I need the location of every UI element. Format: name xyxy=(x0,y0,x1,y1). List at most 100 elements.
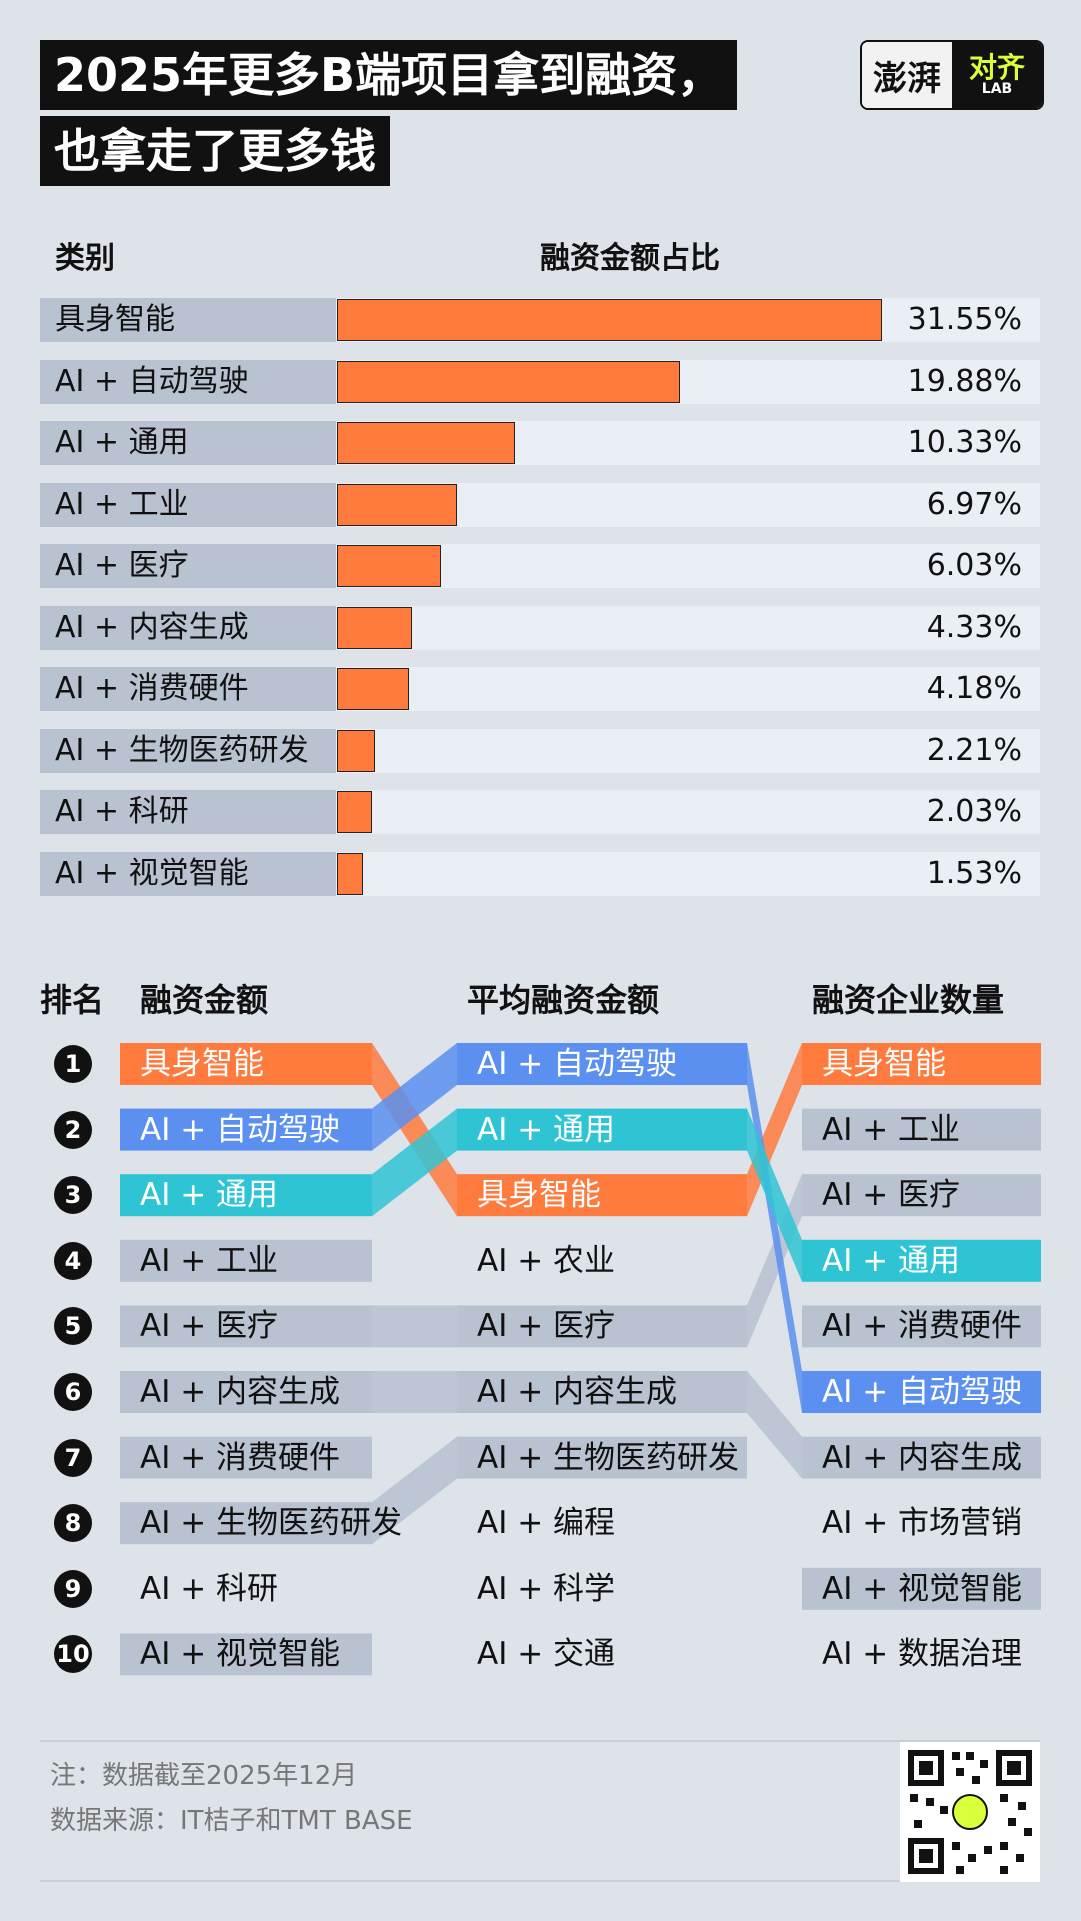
bar-category-bg xyxy=(40,421,336,465)
flow-segment xyxy=(120,1633,372,1676)
rank-entry: AI + 工业 xyxy=(822,1111,961,1148)
bar-header-category: 类别 xyxy=(55,241,115,276)
bar-category-bg xyxy=(40,606,336,650)
bar xyxy=(337,730,375,772)
flow-segment xyxy=(802,1305,1041,1348)
bar-category-label: AI + 科研 xyxy=(55,794,189,829)
bar xyxy=(337,299,882,341)
flow-ribbon xyxy=(747,1371,802,1479)
bar-category-label: AI + 消费硬件 xyxy=(55,671,249,706)
flow-segment xyxy=(802,1239,1041,1282)
bar-category-bg xyxy=(40,790,336,834)
logo-right-top: 对齐 xyxy=(968,51,1025,84)
divider-top xyxy=(40,1740,1040,1742)
bar-category-bg xyxy=(40,544,336,588)
rank-entry: AI + 医疗 xyxy=(477,1308,616,1345)
rank-entry: AI + 科研 xyxy=(140,1570,279,1607)
bar xyxy=(337,361,680,403)
bar xyxy=(337,422,515,464)
rank-entry: AI + 自动驾驶 xyxy=(822,1374,1023,1410)
rank-entry: AI + 农业 xyxy=(477,1242,616,1279)
rank-entry: AI + 视觉智能 xyxy=(822,1570,1023,1607)
source-text: 数据来源：IT桔子和TMT BASE xyxy=(50,1806,413,1836)
flow-segment xyxy=(802,1043,1041,1085)
rank-entry: 具身智能 xyxy=(477,1177,601,1214)
rank-entry: AI + 医疗 xyxy=(822,1177,961,1214)
flow-segment xyxy=(120,1043,372,1085)
bar xyxy=(337,668,409,710)
bar-category-label: AI + 自动驾驶 xyxy=(55,364,249,399)
bar xyxy=(337,791,372,833)
flow-ribbon xyxy=(372,1305,457,1348)
bar-value-label: 1.53% xyxy=(926,856,1022,891)
bar xyxy=(337,484,457,526)
rank-header-amount: 融资金额 xyxy=(140,981,269,1019)
divider-bottom xyxy=(40,1880,1040,1882)
rank-entry: AI + 生物医药研发 xyxy=(477,1439,740,1476)
flow-segment xyxy=(120,1239,372,1282)
title-line-2: 也拿走了更多钱 xyxy=(40,116,390,186)
rank-number: 2 xyxy=(54,1110,92,1149)
flow-ribbon xyxy=(372,1043,457,1151)
flow-segment xyxy=(802,1567,1041,1610)
bar-value-label: 31.55% xyxy=(907,302,1022,337)
note-text: 注：数据截至2025年12月 xyxy=(50,1761,358,1791)
bar-value-label: 4.18% xyxy=(926,671,1022,706)
rank-header-count: 融资企业数量 xyxy=(812,981,1005,1019)
bar-value-label: 2.03% xyxy=(926,794,1022,829)
flow-segment xyxy=(457,1043,747,1085)
flow-ribbon xyxy=(747,1043,802,1413)
flow-segment xyxy=(802,1108,1041,1151)
flow-segment xyxy=(120,1436,372,1479)
title-line-1: 2025年更多B端项目拿到融资， xyxy=(40,40,738,110)
rank-entry: AI + 通用 xyxy=(140,1177,279,1214)
logo-left: 澎湃 xyxy=(862,42,952,108)
flow-ribbon xyxy=(372,1436,457,1545)
flow-ribbon xyxy=(372,1043,457,1217)
bar-value-label: 2.21% xyxy=(926,733,1022,768)
bar-category-bg xyxy=(40,852,336,896)
flow-segment xyxy=(457,1436,747,1479)
flow-segment xyxy=(457,1305,747,1348)
rank-entry: AI + 消费硬件 xyxy=(140,1439,341,1476)
flow-segment xyxy=(802,1371,1041,1413)
qr-code-icon xyxy=(900,1742,1040,1882)
rank-number: 8 xyxy=(54,1504,92,1543)
rank-entry: AI + 生物医药研发 xyxy=(140,1505,403,1542)
bar-category-bg xyxy=(40,729,336,773)
rank-number: 4 xyxy=(54,1241,92,1280)
bar-category-label: 具身智能 xyxy=(55,302,175,337)
bar-value-label: 6.03% xyxy=(926,548,1022,583)
flow-segment xyxy=(457,1108,747,1151)
rank-entry: AI + 内容生成 xyxy=(477,1374,678,1410)
bar-category-label: AI + 视觉智能 xyxy=(55,856,249,891)
rank-entry: 具身智能 xyxy=(140,1046,264,1082)
logo-right-bottom: LAB xyxy=(981,81,1013,97)
flow-segment xyxy=(120,1371,372,1413)
bar xyxy=(337,607,412,649)
rank-entry: AI + 自动驾驶 xyxy=(140,1111,341,1148)
flow-segment xyxy=(120,1174,372,1217)
rank-number: 9 xyxy=(54,1569,92,1608)
flow-segment xyxy=(457,1371,747,1413)
flow-segment xyxy=(457,1174,747,1217)
rank-entry: AI + 医疗 xyxy=(140,1308,279,1345)
rank-number: 1 xyxy=(54,1045,92,1083)
rank-number: 6 xyxy=(54,1373,92,1411)
bar-value-label: 6.97% xyxy=(926,487,1022,522)
rank-entry: AI + 视觉智能 xyxy=(140,1636,341,1673)
flow-segment xyxy=(120,1108,372,1151)
rank-entry: AI + 通用 xyxy=(477,1111,616,1148)
rank-header-average: 平均融资金额 xyxy=(467,981,660,1019)
bar-category-label: AI + 医疗 xyxy=(55,548,189,583)
rank-number: 7 xyxy=(54,1438,92,1477)
bar xyxy=(337,853,363,895)
rank-entry: AI + 科学 xyxy=(477,1570,616,1607)
rank-number: 10 xyxy=(54,1635,92,1674)
flow-ribbon xyxy=(372,1108,457,1217)
rank-entry: AI + 交通 xyxy=(477,1636,616,1673)
flow-gray-layer xyxy=(120,1108,1041,1676)
bar-header-value: 融资金额占比 xyxy=(540,241,720,276)
rank-header-rank: 排名 xyxy=(40,981,105,1019)
bar-value-label: 4.33% xyxy=(926,610,1022,645)
